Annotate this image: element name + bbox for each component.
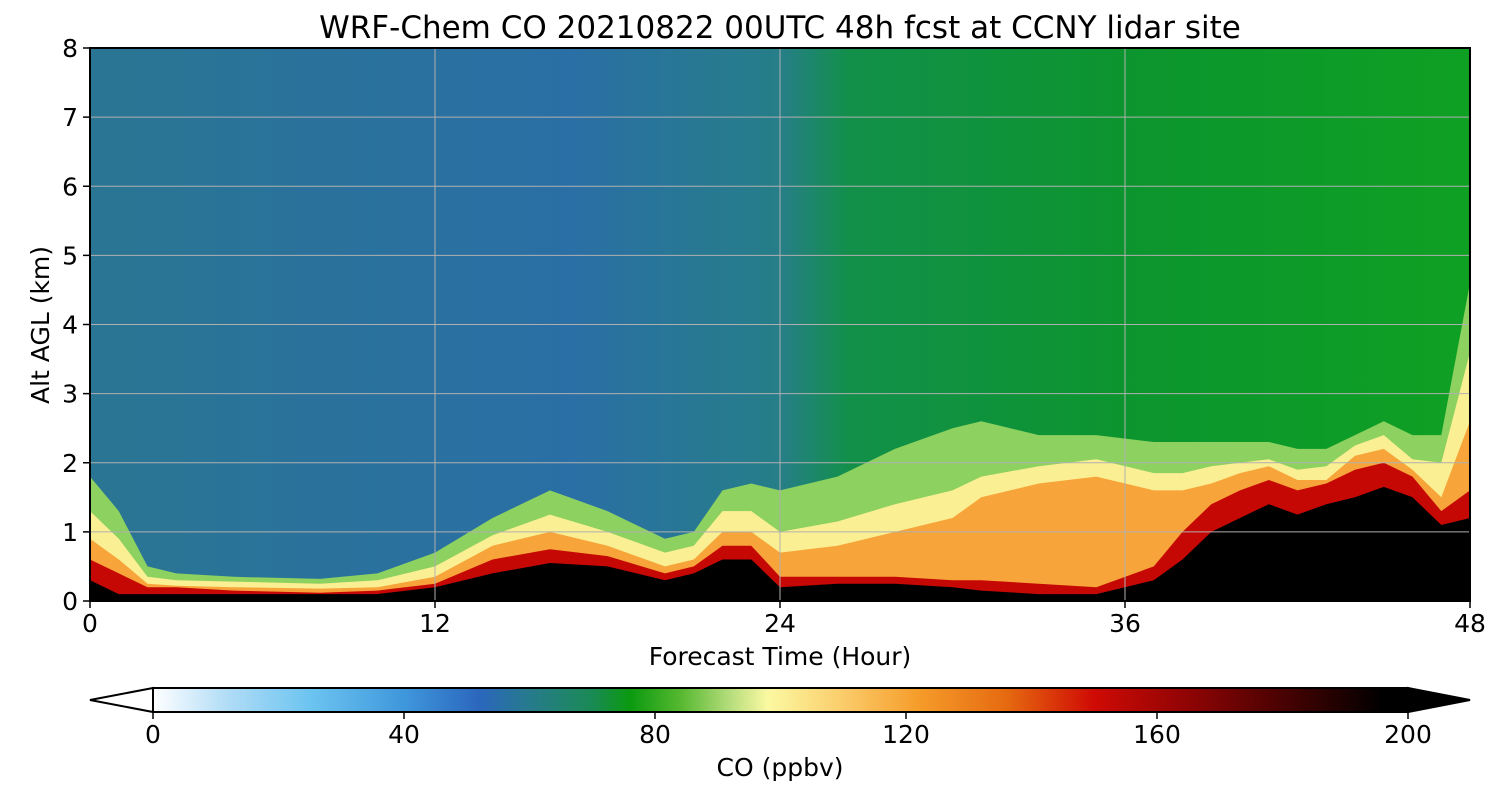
y-tick-label: 0 [62, 587, 78, 616]
colorbar-label: CO (ppbv) [717, 753, 844, 782]
colorbar-tick-label: 120 [882, 720, 930, 749]
x-tick-label: 36 [1109, 609, 1141, 638]
x-tick-label: 12 [419, 609, 451, 638]
colorbar-extend-min [89, 686, 154, 714]
colorbar-extend-max [1407, 686, 1471, 714]
band-black [90, 486, 1470, 601]
colorbar-tick-label: 200 [1384, 720, 1432, 749]
x-tick-label: 24 [764, 609, 796, 638]
x-axis: 0 12 24 36 48 [82, 601, 1486, 638]
y-tick-label: 7 [62, 103, 78, 132]
y-tick-label: 3 [62, 380, 78, 409]
x-axis-label: Forecast Time (Hour) [649, 642, 912, 671]
y-tick-label: 4 [62, 311, 78, 340]
colorbar-gradient [152, 687, 1409, 713]
y-tick-label: 1 [62, 518, 78, 547]
x-tick-label: 48 [1454, 609, 1486, 638]
chart-title: WRF-Chem CO 20210822 00UTC 48h fcst at C… [319, 10, 1241, 46]
colorbar-tick-label: 160 [1133, 720, 1181, 749]
y-axis: 0 1 2 3 4 5 6 7 8 [62, 34, 90, 616]
y-tick-label: 5 [62, 241, 78, 270]
colorbar-tick-label: 0 [145, 720, 161, 749]
colorbar-tick-label: 40 [388, 720, 420, 749]
y-tick-label: 2 [62, 449, 78, 478]
y-axis-label: Alt AGL (km) [26, 246, 55, 404]
y-tick-label: 8 [62, 34, 78, 63]
y-tick-label: 6 [62, 172, 78, 201]
grid-lines [90, 48, 1470, 601]
colorbar: 0 40 80 120 160 200 CO (ppbv) [89, 686, 1471, 782]
colorbar-tick-label: 80 [639, 720, 671, 749]
x-tick-label: 0 [82, 609, 98, 638]
